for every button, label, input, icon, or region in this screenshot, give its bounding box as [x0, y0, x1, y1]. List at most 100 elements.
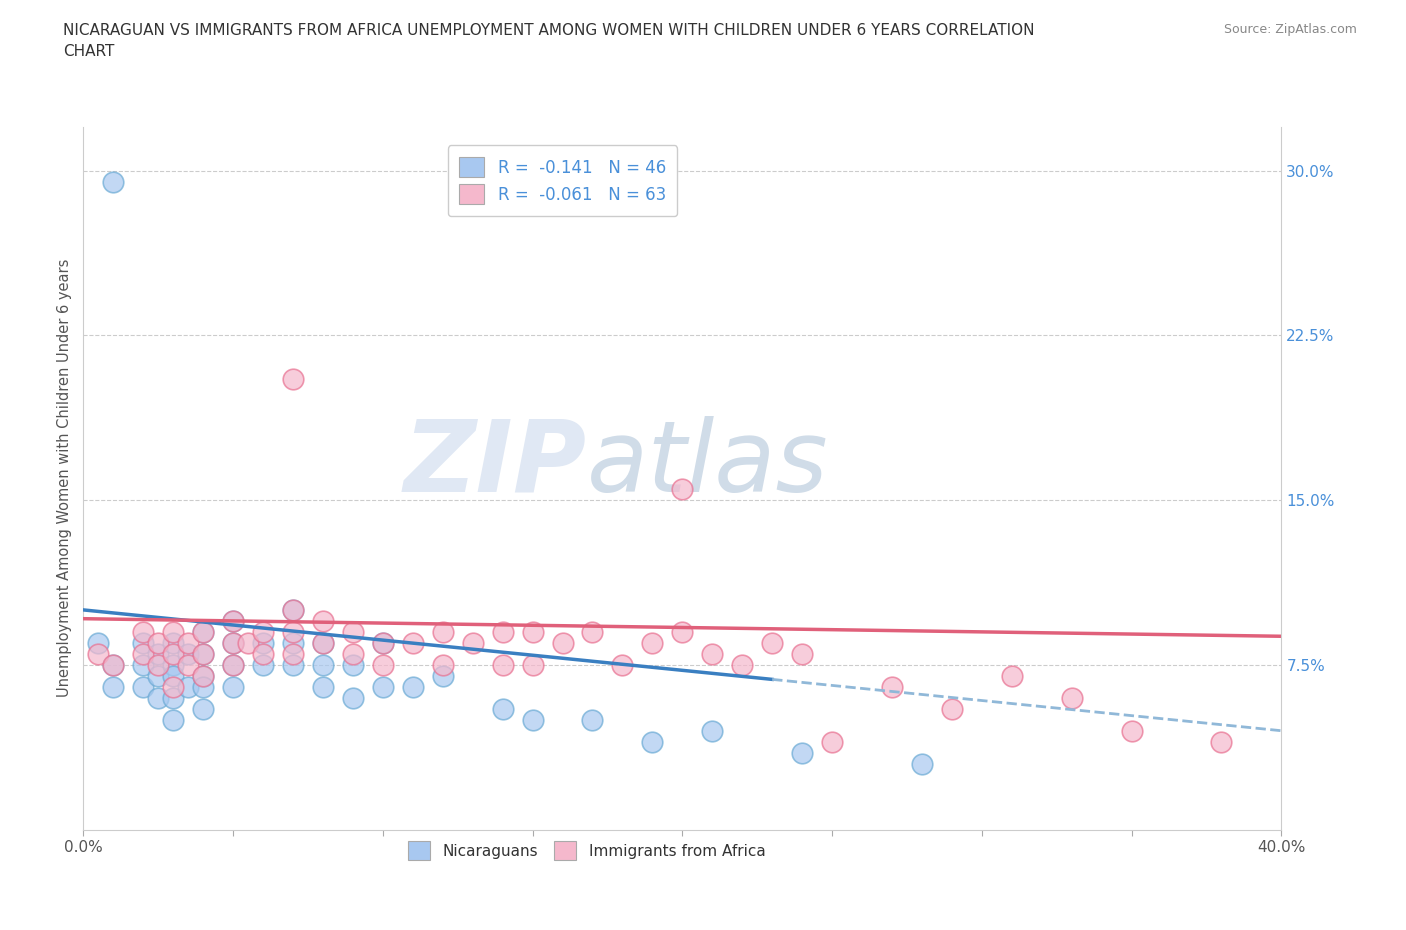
Point	[792, 745, 814, 760]
Text: ZIP: ZIP	[404, 416, 586, 512]
Point	[581, 712, 603, 727]
Point	[1060, 690, 1083, 705]
Point	[371, 635, 394, 650]
Point	[281, 624, 304, 639]
Point	[222, 658, 245, 672]
Point	[581, 624, 603, 639]
Point	[132, 679, 155, 694]
Point	[146, 658, 169, 672]
Point	[177, 658, 200, 672]
Point	[222, 658, 245, 672]
Point	[146, 635, 169, 650]
Point	[191, 669, 214, 684]
Point	[252, 624, 274, 639]
Point	[281, 603, 304, 618]
Point	[432, 624, 454, 639]
Point	[191, 646, 214, 661]
Point	[281, 372, 304, 387]
Point	[342, 646, 364, 661]
Point	[252, 658, 274, 672]
Point	[522, 712, 544, 727]
Point	[191, 701, 214, 716]
Point	[132, 646, 155, 661]
Point	[162, 646, 184, 661]
Point	[252, 635, 274, 650]
Point	[162, 635, 184, 650]
Point	[281, 658, 304, 672]
Point	[551, 635, 574, 650]
Point	[103, 679, 125, 694]
Point	[222, 614, 245, 629]
Point	[191, 624, 214, 639]
Point	[222, 614, 245, 629]
Point	[191, 669, 214, 684]
Point	[222, 635, 245, 650]
Point	[236, 635, 259, 650]
Point	[87, 635, 110, 650]
Point	[132, 658, 155, 672]
Point	[146, 669, 169, 684]
Y-axis label: Unemployment Among Women with Children Under 6 years: Unemployment Among Women with Children U…	[58, 259, 72, 698]
Text: Source: ZipAtlas.com: Source: ZipAtlas.com	[1223, 23, 1357, 36]
Point	[432, 658, 454, 672]
Point	[222, 635, 245, 650]
Point	[342, 658, 364, 672]
Text: atlas: atlas	[586, 416, 828, 512]
Point	[911, 756, 934, 771]
Point	[1211, 735, 1233, 750]
Point	[177, 646, 200, 661]
Point	[821, 735, 844, 750]
Point	[222, 679, 245, 694]
Point	[702, 646, 724, 661]
Point	[761, 635, 783, 650]
Point	[402, 679, 425, 694]
Point	[191, 624, 214, 639]
Point	[641, 635, 664, 650]
Point	[162, 679, 184, 694]
Point	[281, 603, 304, 618]
Point	[702, 724, 724, 738]
Point	[612, 658, 634, 672]
Point	[191, 646, 214, 661]
Point	[671, 482, 693, 497]
Point	[312, 635, 335, 650]
Point	[1001, 669, 1024, 684]
Point	[1121, 724, 1143, 738]
Point	[162, 669, 184, 684]
Point	[371, 658, 394, 672]
Point	[132, 635, 155, 650]
Point	[671, 624, 693, 639]
Point	[162, 690, 184, 705]
Point	[103, 658, 125, 672]
Point	[731, 658, 754, 672]
Point	[312, 658, 335, 672]
Point	[281, 646, 304, 661]
Point	[281, 635, 304, 650]
Point	[402, 635, 425, 650]
Point	[162, 624, 184, 639]
Point	[103, 174, 125, 189]
Point	[461, 635, 484, 650]
Point	[177, 635, 200, 650]
Point	[146, 646, 169, 661]
Point	[312, 614, 335, 629]
Point	[342, 690, 364, 705]
Point	[252, 646, 274, 661]
Point	[177, 679, 200, 694]
Text: NICARAGUAN VS IMMIGRANTS FROM AFRICA UNEMPLOYMENT AMONG WOMEN WITH CHILDREN UNDE: NICARAGUAN VS IMMIGRANTS FROM AFRICA UNE…	[63, 23, 1035, 60]
Point	[491, 701, 513, 716]
Point	[941, 701, 963, 716]
Point	[312, 635, 335, 650]
Point	[792, 646, 814, 661]
Point	[641, 735, 664, 750]
Point	[103, 658, 125, 672]
Point	[342, 624, 364, 639]
Point	[162, 712, 184, 727]
Point	[491, 624, 513, 639]
Point	[132, 624, 155, 639]
Point	[522, 658, 544, 672]
Point	[312, 679, 335, 694]
Point	[191, 679, 214, 694]
Point	[371, 679, 394, 694]
Point	[371, 635, 394, 650]
